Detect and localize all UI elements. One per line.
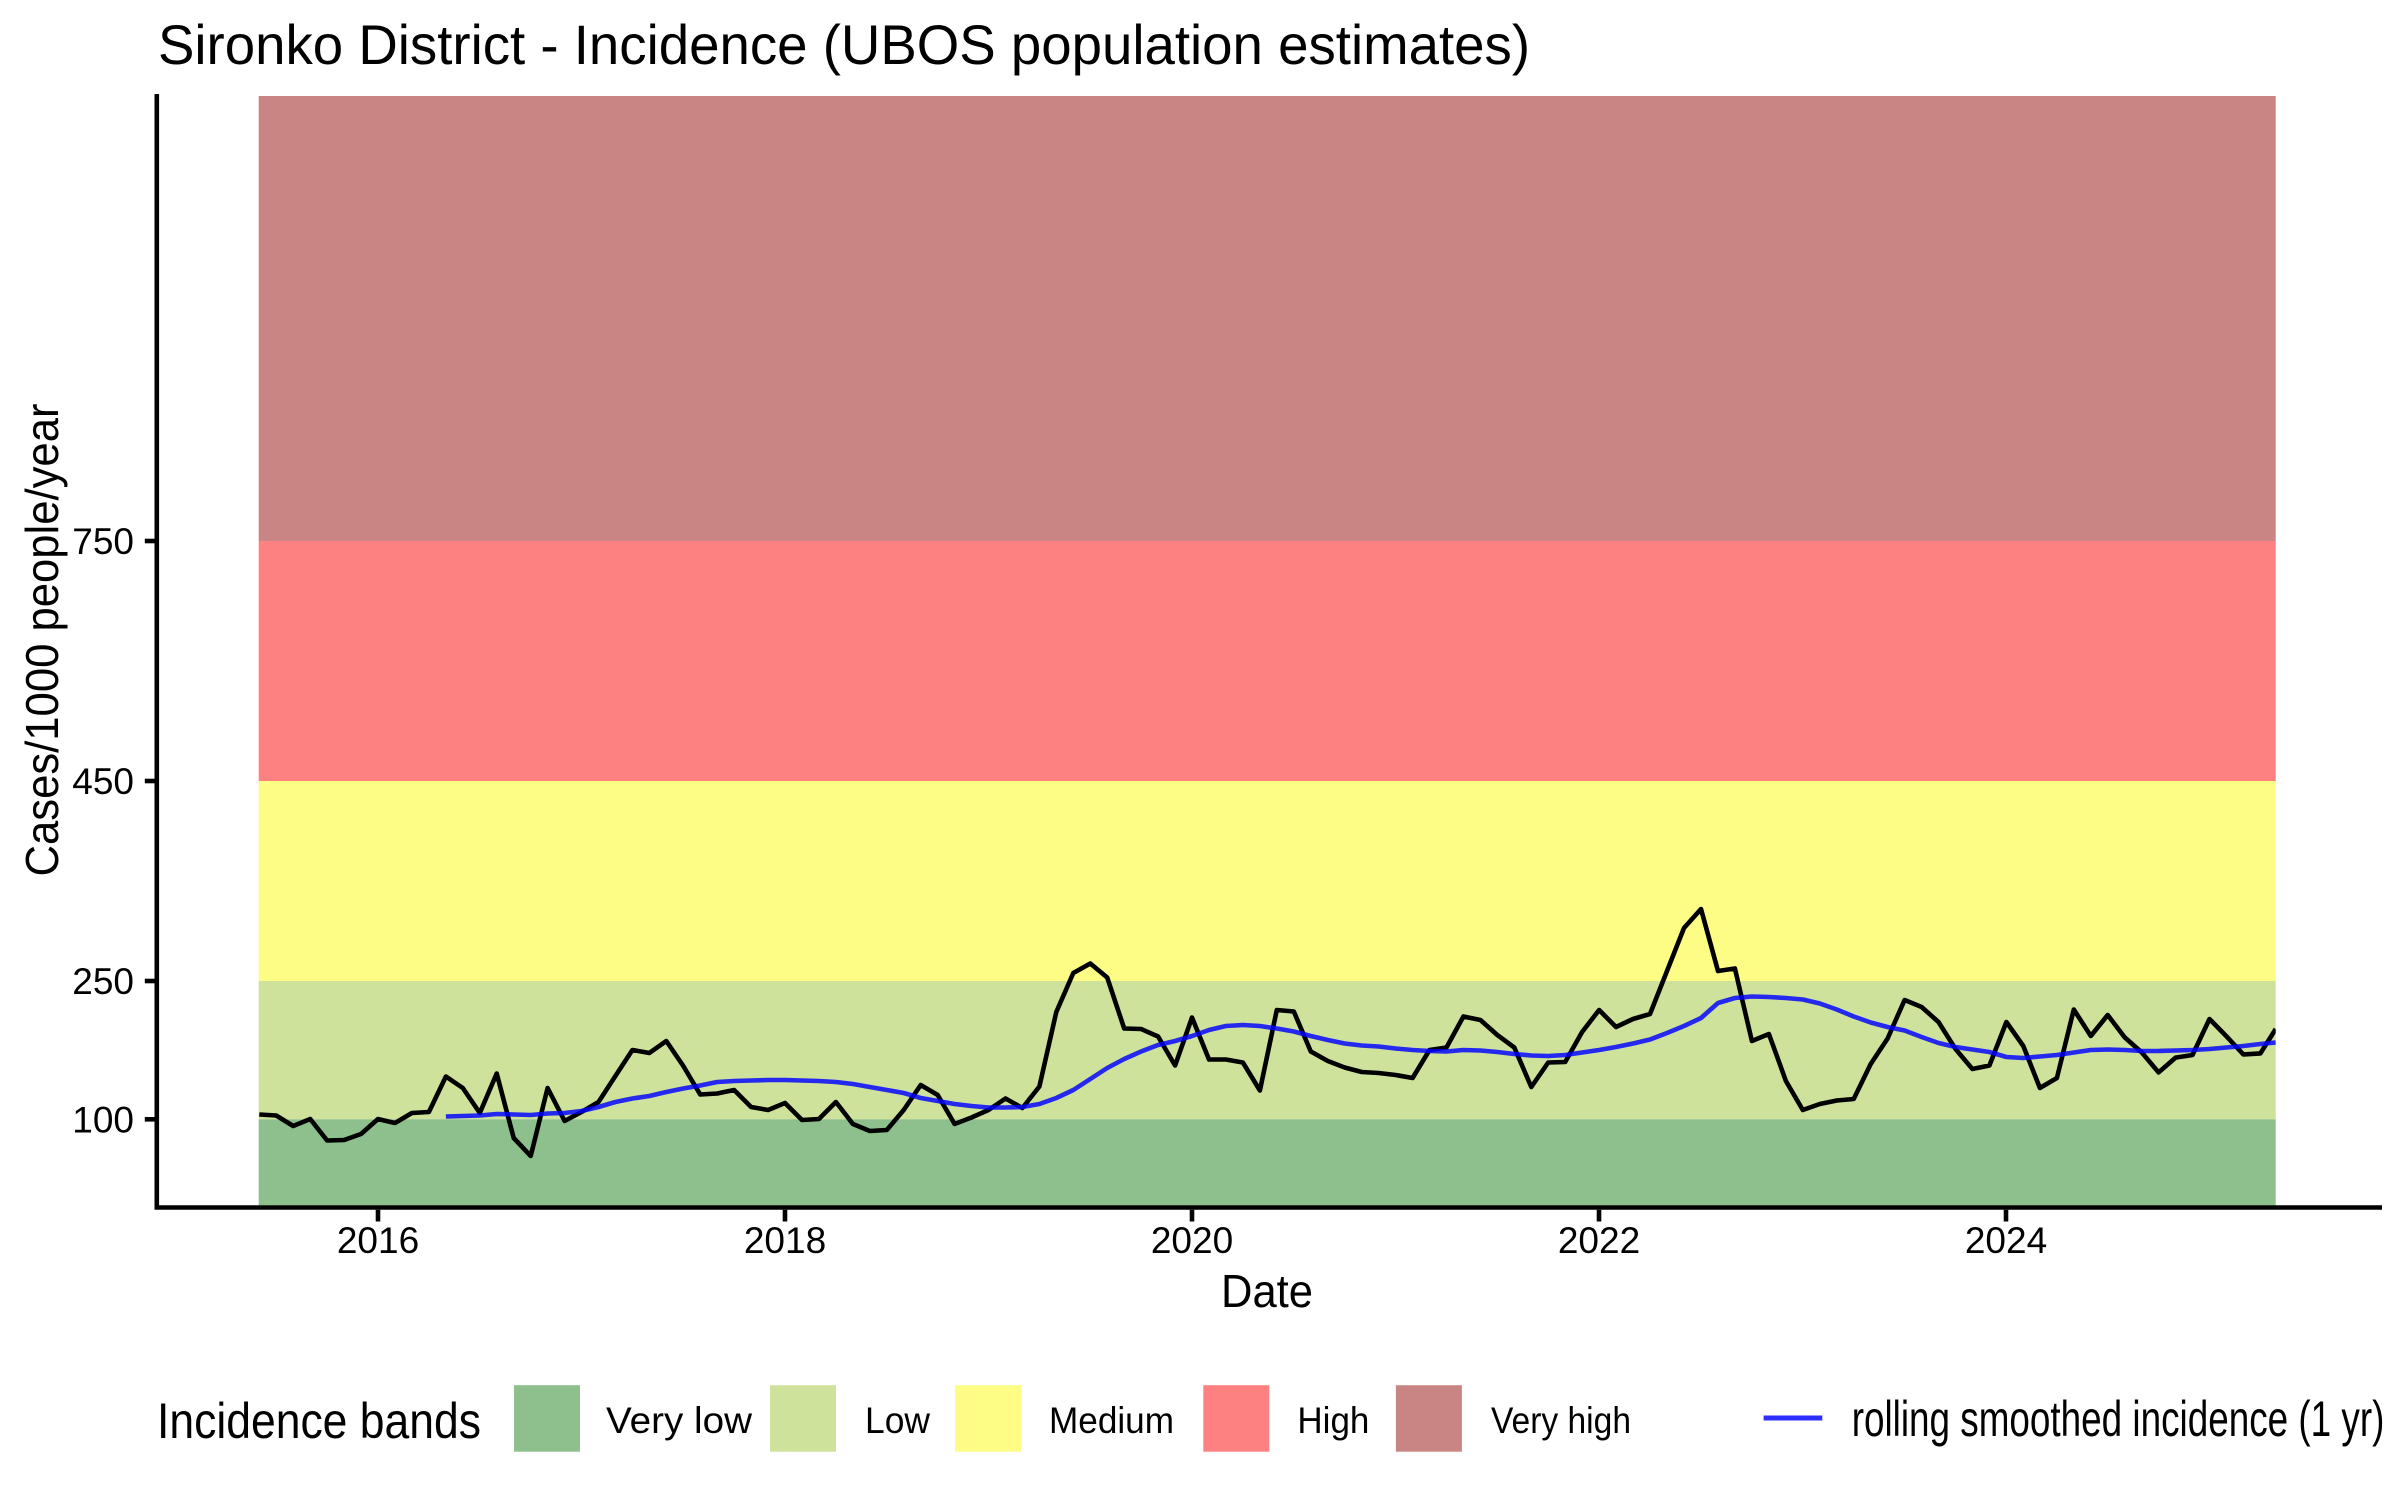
svg-text:2024: 2024 [1965, 1220, 2047, 1261]
svg-text:2016: 2016 [337, 1220, 419, 1261]
svg-text:750: 750 [72, 521, 134, 562]
svg-text:Cases/1000 people/year: Cases/1000 people/year [16, 404, 68, 877]
svg-text:High: High [1297, 1400, 1369, 1441]
svg-text:2018: 2018 [744, 1220, 826, 1261]
svg-text:250: 250 [72, 961, 134, 1002]
svg-text:Incidence bands: Incidence bands [157, 1393, 481, 1449]
svg-text:2022: 2022 [1558, 1220, 1640, 1261]
svg-text:Very high: Very high [1491, 1400, 1631, 1441]
svg-text:Low: Low [865, 1400, 930, 1441]
svg-text:2020: 2020 [1151, 1220, 1233, 1261]
svg-text:Date: Date [1221, 1265, 1313, 1317]
svg-text:Sironko District - Incidence (: Sironko District - Incidence (UBOS popul… [158, 13, 1530, 76]
svg-text:100: 100 [72, 1099, 134, 1140]
svg-text:Very low: Very low [606, 1400, 752, 1441]
svg-text:rolling smoothed incidence (1: rolling smoothed incidence (1 yr) [1852, 1391, 2385, 1447]
svg-text:Medium: Medium [1049, 1400, 1174, 1441]
svg-text:450: 450 [72, 761, 134, 802]
